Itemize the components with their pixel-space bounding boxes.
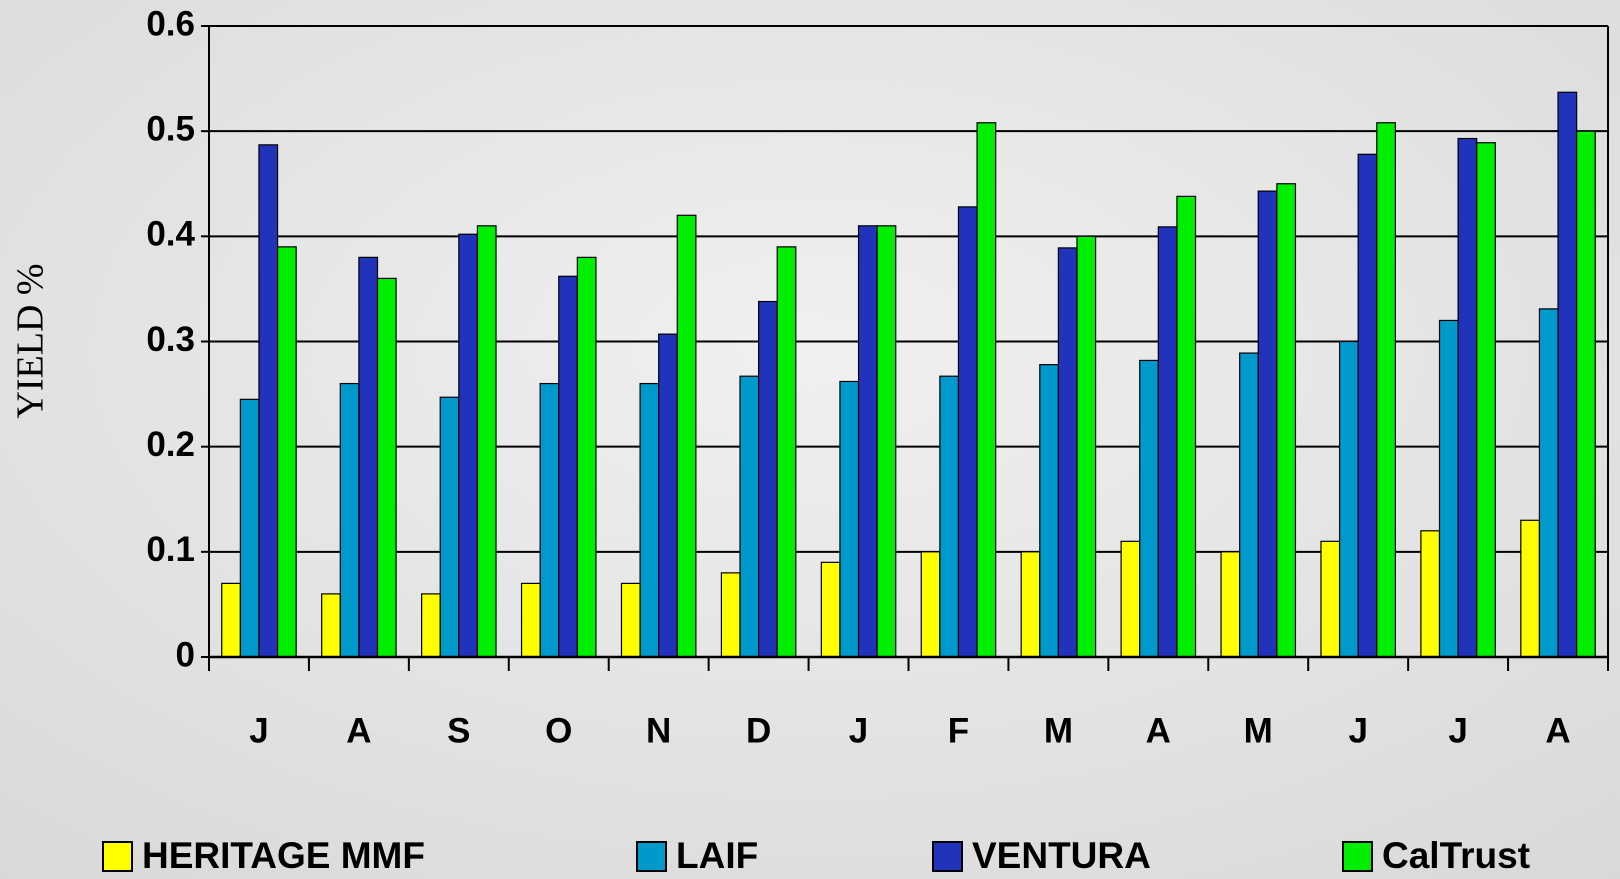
bar [976, 122, 997, 658]
y-tick-label: 0.2 [146, 425, 195, 464]
x-tick-label: S [447, 711, 470, 750]
y-tick-label: 0.1 [146, 530, 195, 569]
legend-swatch [932, 841, 963, 872]
bar [321, 593, 341, 658]
bar [1320, 540, 1341, 658]
x-tick-label: M [1244, 711, 1273, 750]
bar [876, 225, 897, 658]
x-tick-label: J [849, 711, 868, 750]
bar [776, 246, 797, 658]
x-tick-label: A [1146, 711, 1171, 750]
x-tick-label: N [646, 711, 671, 750]
bar [458, 233, 479, 658]
bar [1557, 91, 1578, 658]
bar [1376, 122, 1396, 658]
bar [1057, 247, 1078, 658]
bar [939, 375, 960, 658]
bar [739, 375, 760, 658]
x-tick-label: O [545, 711, 572, 750]
bar [1476, 142, 1496, 658]
bar [1120, 540, 1141, 658]
bar [620, 582, 641, 658]
bar [758, 300, 778, 658]
bar [957, 206, 978, 658]
bar [1357, 153, 1378, 658]
bar [920, 551, 941, 658]
bar [1220, 551, 1241, 658]
bar [676, 214, 697, 658]
bar [258, 144, 279, 658]
bar [476, 225, 497, 658]
x-tick-label: J [1448, 711, 1467, 750]
x-tick-label: D [746, 711, 771, 750]
legend-label: HERITAGE MMF [142, 835, 425, 876]
bar [1520, 519, 1541, 658]
legend-swatch [102, 841, 133, 872]
bar [639, 382, 660, 658]
x-tick-label: A [346, 711, 371, 750]
bar [1076, 235, 1097, 658]
y-tick-label: 0.6 [146, 4, 195, 43]
bar [1276, 183, 1297, 658]
bar [539, 382, 560, 658]
bar [239, 398, 260, 658]
x-tick-label: F [948, 711, 969, 750]
bar [1538, 308, 1559, 658]
x-tick-label: A [1545, 711, 1570, 750]
legend-swatch [1342, 841, 1373, 872]
y-tick-label: 0.3 [146, 320, 195, 359]
bar [339, 382, 360, 658]
legend-label: VENTURA [972, 835, 1151, 876]
y-tick-label: 0.4 [146, 215, 195, 254]
bar [720, 572, 741, 658]
bar [658, 333, 678, 658]
bar [1176, 195, 1197, 658]
bar [520, 582, 541, 658]
bar [421, 593, 441, 658]
y-tick-label: 0 [176, 635, 195, 674]
y-tick-label: 0.5 [146, 109, 195, 148]
bar [1338, 340, 1359, 658]
bar [1139, 359, 1159, 658]
bar [1576, 130, 1596, 658]
bar [1039, 364, 1059, 658]
bar [576, 256, 597, 658]
bar [839, 380, 860, 658]
bar [1020, 551, 1041, 658]
y-axis-label: YIELD % [10, 263, 52, 418]
bar [1420, 530, 1441, 658]
bar [558, 275, 578, 658]
x-tick-label: J [1348, 711, 1367, 750]
bar [1438, 319, 1459, 658]
bar [820, 561, 841, 658]
x-tick-label: J [249, 711, 268, 750]
bar [1257, 190, 1278, 658]
bar [358, 256, 379, 658]
bar [376, 277, 397, 658]
bar [1239, 352, 1259, 658]
bar [1157, 226, 1178, 658]
x-tick-label: M [1044, 711, 1073, 750]
bar [439, 396, 460, 658]
legend-label: LAIF [676, 835, 758, 876]
bar [1457, 137, 1478, 658]
legend-label: CalTrust [1382, 835, 1530, 876]
bar [857, 225, 878, 658]
bar [221, 582, 241, 658]
legend-swatch [636, 841, 667, 872]
bar [276, 246, 297, 658]
